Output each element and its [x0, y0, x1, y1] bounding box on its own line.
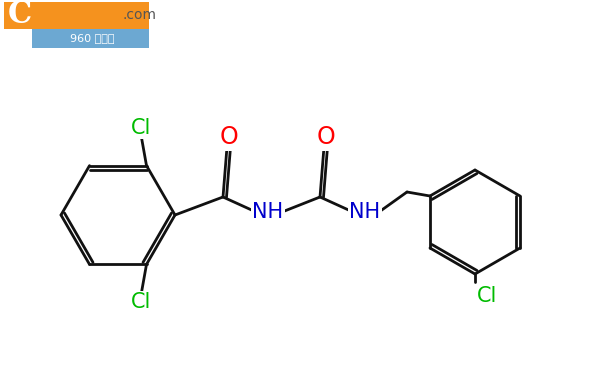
Text: O: O [316, 125, 335, 149]
FancyBboxPatch shape [4, 2, 149, 28]
Text: hem960: hem960 [45, 5, 139, 25]
Text: Cl: Cl [477, 286, 497, 306]
Text: C: C [8, 0, 32, 30]
Text: .com: .com [123, 8, 157, 22]
Text: NH: NH [350, 202, 381, 222]
Text: O: O [220, 125, 238, 149]
Text: NH: NH [252, 202, 284, 222]
Text: Cl: Cl [131, 118, 152, 138]
Text: 960 化工网: 960 化工网 [70, 33, 114, 44]
Text: Cl: Cl [131, 292, 152, 312]
FancyBboxPatch shape [32, 28, 149, 48]
